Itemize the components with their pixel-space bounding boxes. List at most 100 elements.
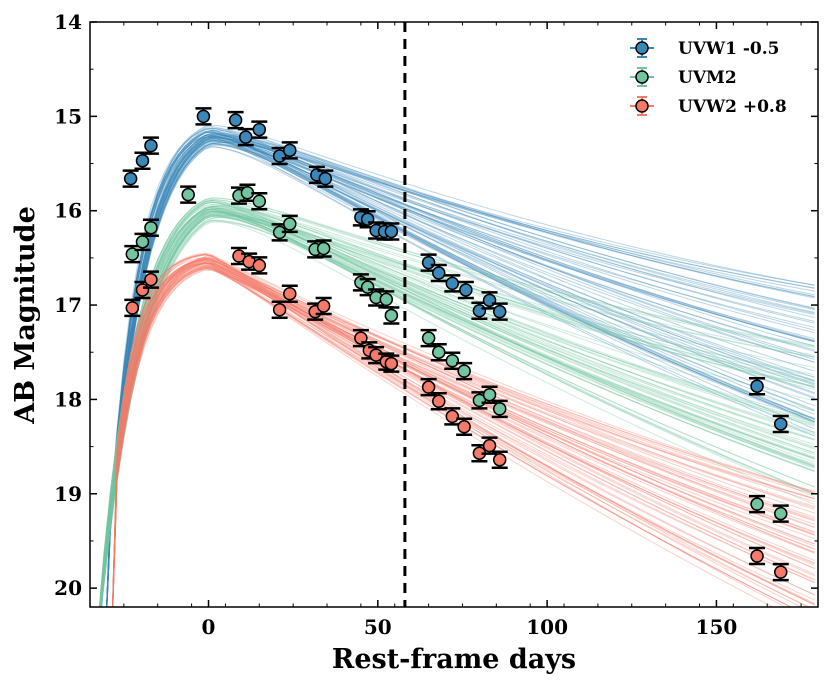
- model-curve: [112, 264, 815, 607]
- model-curve: [106, 129, 815, 607]
- model-curve: [99, 201, 815, 607]
- model-curve: [100, 211, 815, 607]
- data-point: [430, 392, 447, 411]
- model-curve: [106, 127, 815, 607]
- model-curve: [100, 216, 815, 607]
- data-point: [444, 274, 461, 293]
- data-point: [134, 232, 151, 252]
- x-axis-title: Rest-frame days: [332, 644, 576, 675]
- plot-frame: [89, 21, 819, 608]
- model-curve: [106, 137, 815, 607]
- model-curve: [99, 204, 815, 607]
- model-curve: [112, 262, 815, 607]
- model-curve: [106, 144, 815, 607]
- model-curve: [100, 211, 815, 607]
- data-point: [368, 288, 385, 307]
- model-curve: [99, 201, 815, 607]
- model-curve: [106, 131, 815, 607]
- model-curve: [99, 208, 815, 607]
- data-point: [749, 494, 766, 514]
- data-point: [444, 351, 461, 370]
- model-curve: [100, 210, 815, 607]
- model-curve: [112, 256, 815, 607]
- model-curve: [112, 258, 815, 607]
- model-curve: [112, 267, 815, 607]
- model-curve: [112, 261, 815, 607]
- model-curve: [100, 211, 815, 607]
- x-tick-label: 100: [526, 615, 568, 639]
- data-point: [281, 284, 298, 303]
- model-curve: [106, 135, 815, 607]
- model-curve: [112, 269, 815, 607]
- model-curve: [106, 134, 815, 607]
- model-curve: [112, 257, 815, 607]
- model-curve: [99, 205, 815, 607]
- data-point: [124, 298, 141, 318]
- model-curve: [99, 206, 815, 607]
- data-point: [481, 436, 498, 455]
- data-point: [227, 110, 244, 130]
- data-point: [142, 136, 159, 155]
- data-point: [142, 218, 159, 237]
- data-point: [430, 342, 447, 362]
- model-curve: [111, 253, 815, 607]
- model-curve: [106, 142, 815, 607]
- model-curve: [100, 214, 815, 607]
- model-curve: [99, 199, 815, 607]
- model-curve: [99, 199, 815, 607]
- legend-entry: UVW1 -0.5: [630, 38, 780, 59]
- model-curve: [100, 210, 815, 607]
- data-point: [491, 302, 508, 321]
- data-point: [237, 127, 254, 147]
- model-curve: [112, 268, 815, 607]
- data-point: [772, 562, 789, 582]
- model-curve: [106, 135, 815, 607]
- model-curve: [112, 257, 815, 607]
- model-curve: [106, 131, 815, 607]
- data-point: [749, 376, 766, 396]
- model-curve: [99, 203, 815, 607]
- model-curve: [100, 211, 815, 607]
- data-point: [430, 263, 447, 283]
- data-point: [749, 546, 766, 566]
- model-curve: [106, 125, 815, 607]
- data-point: [281, 214, 298, 234]
- model-curve: [106, 133, 815, 607]
- model-curve: [99, 208, 815, 607]
- data-points: [122, 107, 789, 582]
- y-tick-label: 20: [54, 576, 82, 600]
- model-curve: [112, 259, 815, 607]
- model-curve: [112, 262, 815, 607]
- model-curve: [112, 262, 815, 607]
- model-curve: [112, 266, 815, 607]
- model-curve: [112, 263, 815, 607]
- model-curve: [100, 214, 815, 607]
- data-point: [456, 361, 473, 381]
- model-curve: [101, 220, 815, 607]
- model-curve: [99, 208, 815, 607]
- y-axis-title: AB Magnitude: [10, 206, 41, 424]
- x-tick-label: 0: [202, 615, 216, 639]
- data-point: [368, 345, 385, 365]
- model-curve: [106, 140, 815, 607]
- legend-entry: UVW2 +0.8: [630, 96, 787, 117]
- y-tick-label: 17: [54, 293, 82, 317]
- model-curve: [106, 136, 815, 607]
- model-curve: [111, 254, 815, 607]
- model-curve: [106, 136, 815, 607]
- model-curve: [106, 146, 815, 607]
- model-curve: [106, 141, 815, 607]
- data-point: [378, 290, 395, 309]
- model-curve: [106, 129, 815, 607]
- model-curve: [106, 127, 815, 607]
- data-point: [134, 151, 151, 170]
- model-curve: [100, 213, 815, 607]
- model-curve: [100, 215, 815, 607]
- y-tick-label: 16: [54, 199, 82, 223]
- legend-label: UVM2: [678, 68, 737, 88]
- model-curve: [106, 130, 815, 607]
- model-curve: [106, 138, 815, 607]
- model-curve: [106, 141, 815, 607]
- model-curve: [99, 209, 815, 607]
